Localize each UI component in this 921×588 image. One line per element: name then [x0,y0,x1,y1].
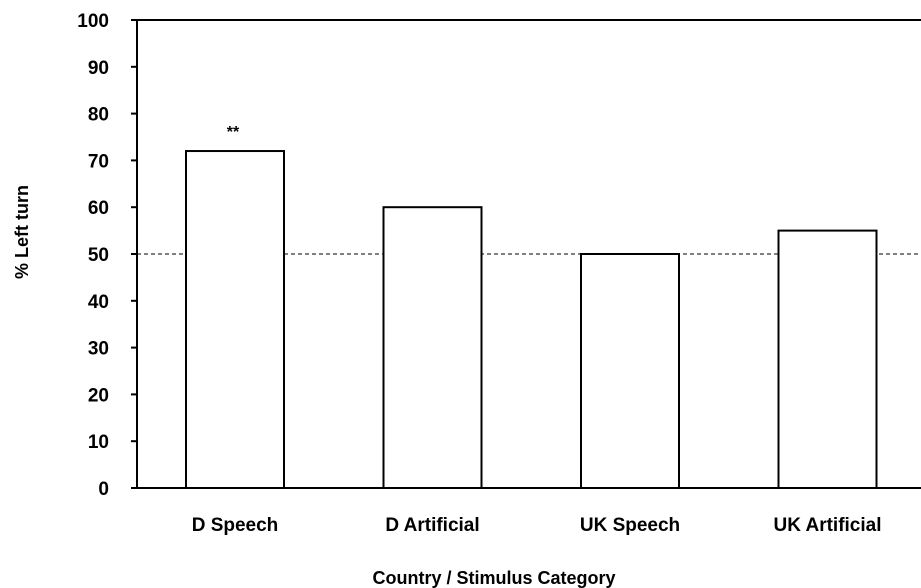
y-tick-label: 60 [88,198,109,219]
bar [779,231,877,488]
x-tick-label: UK Speech [580,515,680,536]
y-tick-label: 100 [77,11,109,32]
y-axis-title: % Left turn [12,185,32,279]
bar [581,254,679,488]
y-tick-label: 90 [88,58,109,79]
significance-annotation: ** [227,124,240,141]
plot-area: D Speech D Artificial UK Speech UK Artifici… [77,11,921,536]
y-tick-label: 80 [88,105,109,126]
y-tick-label: 50 [88,245,109,266]
x-tick-label: D Speech [192,515,279,536]
x-axis-title: Country / Stimulus Category [372,568,615,588]
x-tick-label: UK Artificial [773,515,881,536]
y-tick-label: 40 [88,292,109,313]
y-tick-label: 20 [88,385,109,406]
y-tick-label: 70 [88,151,109,172]
y-tick-label: 10 [88,432,109,453]
bar [186,151,284,488]
y-tick-label: 30 [88,339,109,360]
x-tick-label: D Artificial [385,515,479,536]
bar [384,207,482,488]
y-tick-label: 0 [98,479,109,500]
